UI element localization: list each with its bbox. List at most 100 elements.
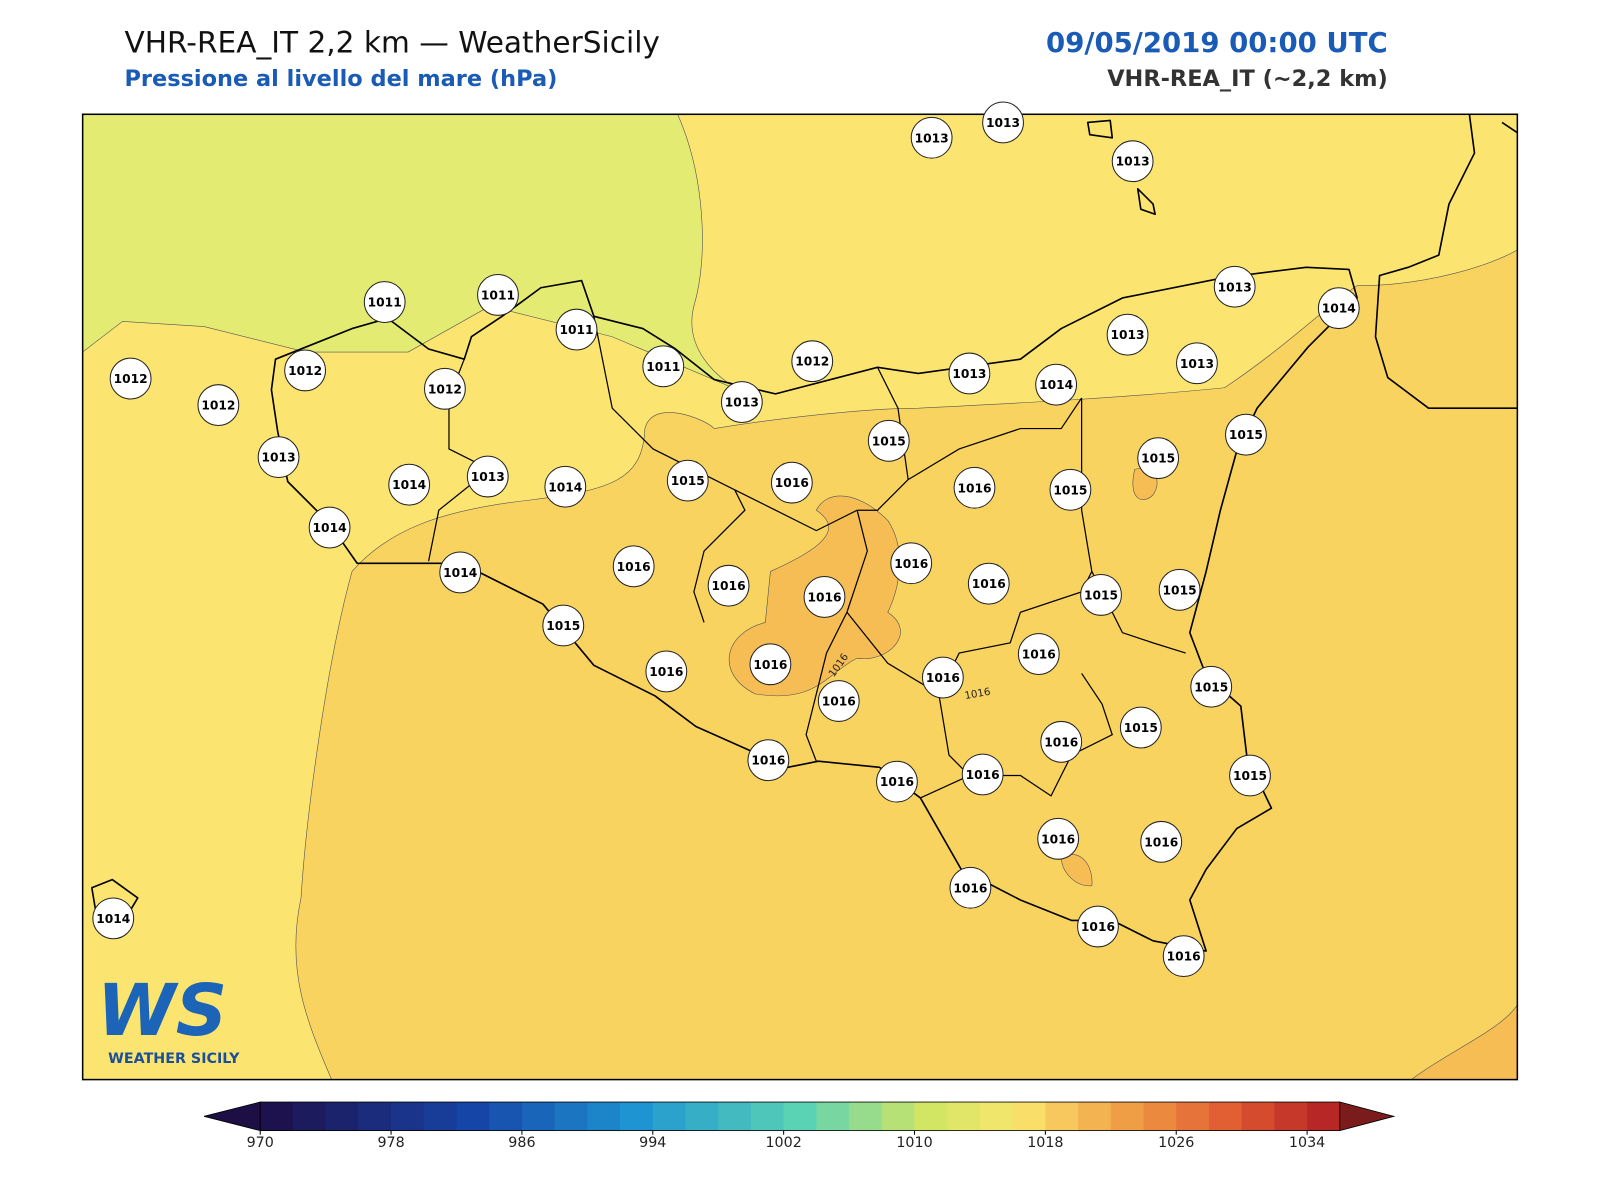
colorbar-level bbox=[521, 1102, 556, 1131]
station-marker bbox=[645, 650, 688, 693]
station-marker bbox=[982, 101, 1024, 144]
station-value: 1013 bbox=[1111, 328, 1145, 342]
station-marker bbox=[720, 381, 763, 423]
logo-name: WEATHER SICILY bbox=[108, 1051, 240, 1067]
station-marker bbox=[876, 760, 918, 803]
station-value: 1016 bbox=[753, 658, 787, 672]
colorbar-tick-label: 1018 bbox=[1027, 1135, 1063, 1151]
station-marker bbox=[1035, 363, 1078, 406]
station-marker bbox=[1111, 140, 1154, 183]
colorbar-level bbox=[620, 1102, 654, 1131]
station-value: 1016 bbox=[1041, 832, 1075, 846]
station-marker bbox=[921, 656, 964, 699]
station-value: 1013 bbox=[262, 451, 296, 465]
map bbox=[81, 113, 1519, 1081]
station-value: 1016 bbox=[1167, 950, 1201, 964]
station-marker bbox=[1213, 265, 1256, 308]
station-marker bbox=[555, 308, 598, 351]
station-value: 1013 bbox=[471, 470, 505, 484]
station-value: 1015 bbox=[671, 474, 705, 488]
station-value: 1016 bbox=[1144, 835, 1178, 849]
colorbar-extend-low bbox=[203, 1101, 261, 1132]
station-value: 1016 bbox=[617, 560, 651, 574]
station-marker bbox=[544, 465, 587, 508]
station-value: 1011 bbox=[646, 360, 680, 374]
station-value: 1012 bbox=[288, 364, 322, 378]
station-marker bbox=[1017, 633, 1060, 675]
station-value: 1014 bbox=[1322, 302, 1356, 316]
colorbar-level bbox=[914, 1102, 948, 1131]
station-value: 1016 bbox=[972, 577, 1006, 591]
colorbar-level bbox=[1241, 1102, 1275, 1131]
station-marker bbox=[1137, 437, 1180, 480]
station-value: 1015 bbox=[872, 434, 906, 448]
colorbar-level bbox=[1110, 1102, 1145, 1131]
station-marker bbox=[666, 459, 709, 502]
title: VHR-REA_IT 2,2 km — WeatherSicily bbox=[124, 25, 659, 59]
station-value: 1015 bbox=[1229, 428, 1263, 442]
station-value: 1016 bbox=[775, 476, 809, 490]
colorbar-level bbox=[816, 1102, 850, 1131]
colorbar-tick-label: 1010 bbox=[896, 1135, 932, 1151]
station-marker bbox=[1225, 413, 1267, 456]
station-value: 1015 bbox=[1124, 721, 1158, 735]
station-value: 1014 bbox=[1039, 378, 1073, 392]
colorbar-level bbox=[456, 1102, 490, 1131]
station-value: 1016 bbox=[822, 695, 856, 709]
station-marker bbox=[1190, 665, 1233, 708]
station-marker bbox=[439, 551, 482, 594]
station-marker bbox=[910, 116, 953, 159]
colorbar-tick-label: 986 bbox=[508, 1135, 535, 1151]
station-marker bbox=[1119, 706, 1162, 749]
colorbar-level bbox=[423, 1102, 458, 1131]
station-marker bbox=[92, 897, 135, 940]
station-marker bbox=[542, 604, 585, 647]
station-marker bbox=[948, 352, 991, 395]
station-marker bbox=[803, 576, 846, 618]
station-marker bbox=[284, 349, 327, 392]
station-value: 1015 bbox=[546, 619, 580, 633]
station-value: 1015 bbox=[1084, 588, 1118, 602]
station-marker bbox=[967, 562, 1010, 605]
station-marker bbox=[749, 643, 792, 686]
colorbar-level bbox=[1012, 1102, 1046, 1131]
station-value: 1016 bbox=[649, 665, 683, 679]
colorbar-level bbox=[325, 1102, 359, 1131]
colorbar-level bbox=[881, 1102, 916, 1131]
station-value: 1014 bbox=[392, 478, 426, 492]
colorbar-level bbox=[783, 1102, 817, 1131]
station-value: 1016 bbox=[966, 768, 1000, 782]
colorbar-tick-label: 1026 bbox=[1158, 1135, 1194, 1151]
station-value: 1014 bbox=[96, 912, 130, 926]
station-value: 1015 bbox=[1233, 769, 1267, 783]
station-marker bbox=[953, 466, 996, 509]
station-marker bbox=[1140, 820, 1183, 863]
station-value: 1013 bbox=[952, 367, 986, 381]
colorbar-tick-label: 994 bbox=[639, 1135, 666, 1151]
colorbar-level bbox=[979, 1102, 1014, 1131]
colorbar-level bbox=[391, 1102, 425, 1131]
colorbar-level bbox=[587, 1102, 621, 1131]
colorbar-level bbox=[1143, 1102, 1177, 1131]
station-value: 1013 bbox=[1116, 155, 1150, 169]
station-marker bbox=[257, 436, 300, 479]
station-value: 1013 bbox=[1180, 357, 1214, 371]
station-marker bbox=[363, 281, 406, 323]
colorbar-level bbox=[750, 1102, 785, 1131]
colorbar-tick-label: 1002 bbox=[765, 1135, 801, 1151]
colorbar-level bbox=[554, 1102, 588, 1131]
station-marker bbox=[890, 542, 933, 585]
station-value: 1014 bbox=[443, 566, 477, 580]
station-marker bbox=[1037, 817, 1080, 860]
station-marker bbox=[961, 753, 1004, 796]
station-marker bbox=[1317, 287, 1360, 330]
station-marker bbox=[867, 419, 910, 462]
colorbar-level bbox=[652, 1102, 687, 1131]
station-value: 1011 bbox=[368, 296, 402, 310]
station-marker bbox=[1049, 468, 1092, 511]
station-marker bbox=[197, 384, 240, 427]
contour-label: 1016 bbox=[964, 687, 991, 702]
field-1014 bbox=[295, 249, 1518, 1080]
station-value: 1013 bbox=[725, 396, 759, 410]
